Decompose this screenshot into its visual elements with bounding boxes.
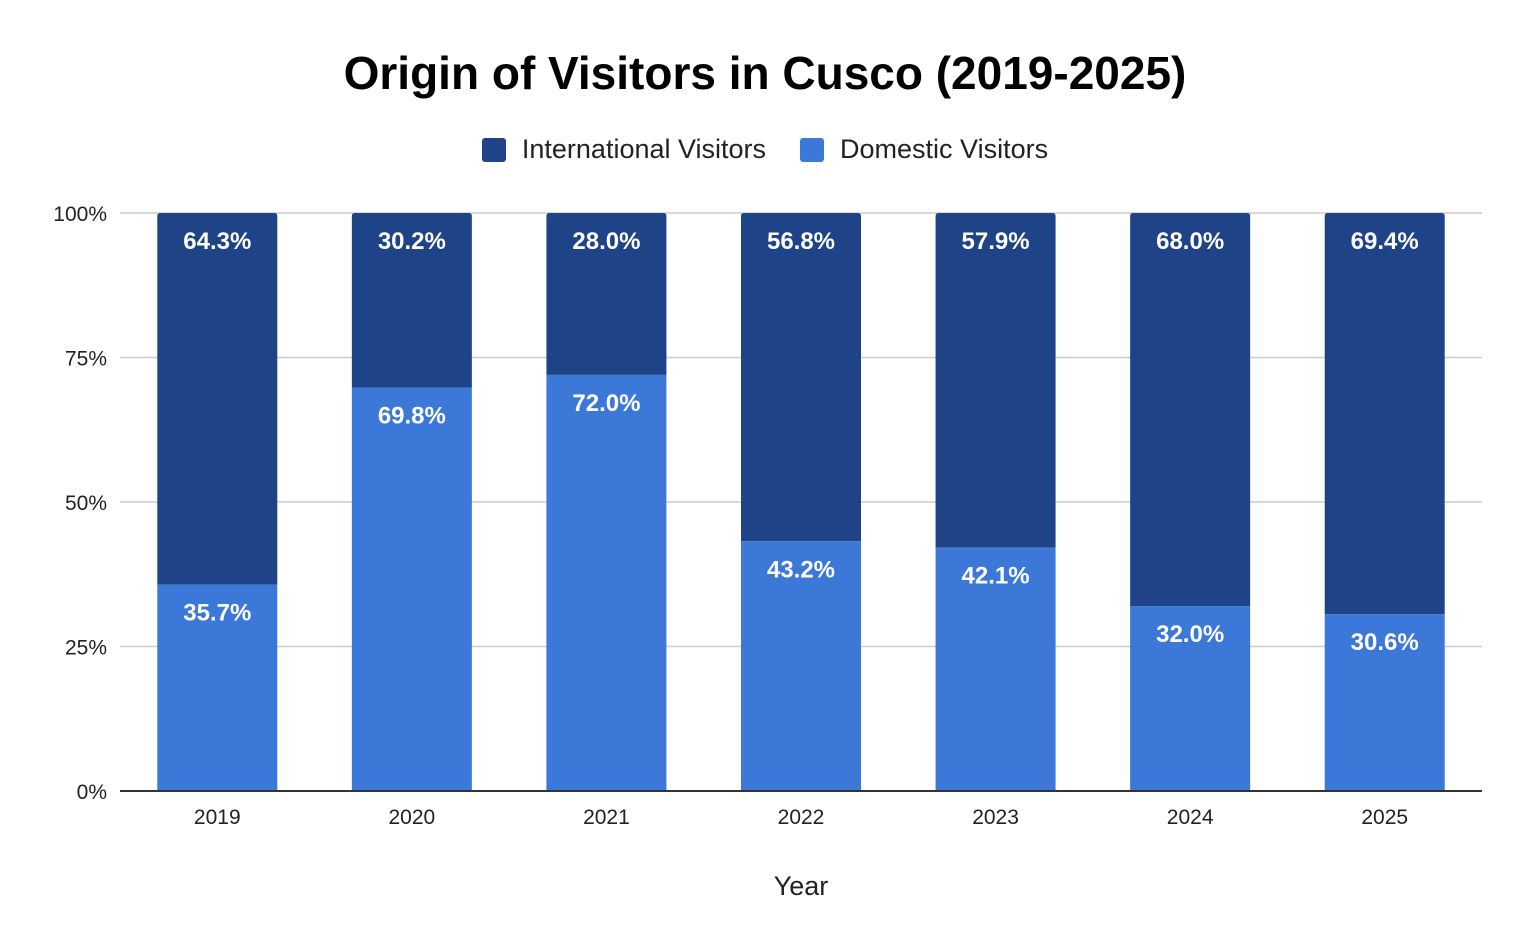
bar-domestic — [157, 584, 278, 791]
x-tick-label: 2025 — [1361, 806, 1408, 829]
x-tick-label: 2021 — [583, 806, 630, 829]
legend-label-international: International Visitors — [521, 134, 767, 164]
x-tick-label: 2022 — [778, 806, 825, 829]
bar-domestic — [935, 547, 1056, 791]
data-label: 43.2% — [767, 556, 835, 583]
legend-label-domestic: Domestic Visitors — [840, 134, 1049, 164]
legend-item-domestic[interactable]: Domestic Visitors — [800, 134, 1048, 165]
y-tick-label: 25% — [65, 637, 107, 660]
bar-domestic — [1130, 606, 1251, 791]
bar-international — [935, 213, 1056, 548]
bar-international — [1324, 213, 1445, 615]
data-label: 32.0% — [1156, 621, 1224, 648]
data-label: 35.7% — [183, 600, 251, 627]
legend-item-international[interactable]: International Visitors — [481, 134, 767, 165]
bar-domestic — [1324, 614, 1445, 791]
data-label: 30.6% — [1351, 629, 1419, 656]
x-tick-label: 2024 — [1167, 806, 1214, 829]
legend-swatch-international — [481, 137, 506, 162]
bar-domestic — [351, 387, 472, 791]
data-label: 42.1% — [962, 563, 1030, 590]
data-label: 64.3% — [183, 228, 251, 255]
y-tick-label: 0% — [77, 781, 107, 804]
y-tick-label: 50% — [65, 492, 107, 515]
bar-international — [157, 213, 278, 585]
x-tick-label: 2023 — [972, 806, 1019, 829]
bar-domestic — [546, 374, 667, 791]
y-tick-label: 75% — [65, 348, 107, 371]
legend: International Visitors Domestic Visitors — [0, 134, 1530, 165]
data-label: 28.0% — [572, 228, 640, 255]
bar-international — [546, 213, 667, 375]
x-tick-label: 2019 — [194, 806, 241, 829]
data-label: 72.0% — [572, 390, 640, 417]
legend-swatch-domestic — [800, 137, 825, 162]
bar-international — [1130, 213, 1251, 607]
bar-international — [351, 213, 472, 388]
data-label: 68.0% — [1156, 228, 1224, 255]
data-label: 57.9% — [962, 228, 1030, 255]
data-label: 30.2% — [378, 228, 446, 255]
bar-domestic — [741, 541, 861, 791]
chart-title: Origin of Visitors in Cusco (2019-2025) — [343, 47, 1187, 99]
data-label: 56.8% — [767, 228, 835, 255]
bar-international — [741, 213, 861, 542]
y-tick-label: 100% — [53, 203, 107, 226]
x-tick-label: 2020 — [388, 806, 435, 829]
x-axis-title: Year — [773, 871, 829, 901]
data-label: 69.4% — [1351, 228, 1419, 255]
data-label: 69.8% — [378, 403, 446, 430]
